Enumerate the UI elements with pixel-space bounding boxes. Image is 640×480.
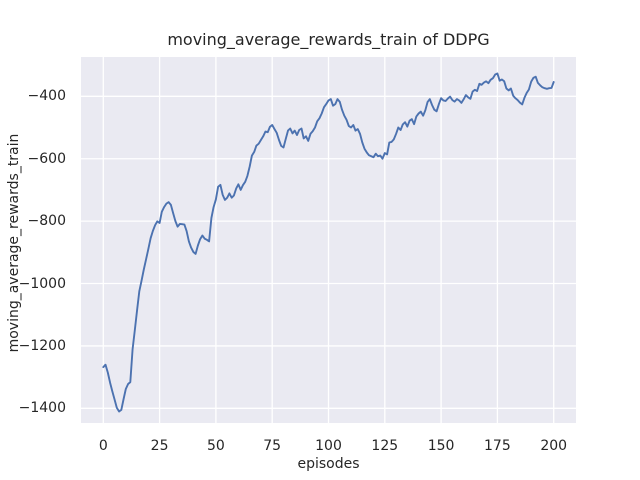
y-tick-label: −1400 [18,400,66,417]
gridlines [81,57,576,423]
y-tick-label: −1200 [18,337,66,354]
x-tick-label: 0 [98,438,108,454]
y-tick-label: −600 [27,150,66,167]
x-tick-label: 25 [150,438,169,454]
y-axis-label: moving_average_rewards_train [6,133,22,353]
chart-title: moving_average_rewards_train of DDPG [167,30,490,49]
x-tick-label: 75 [263,438,282,454]
x-tick-label: 175 [484,438,511,454]
x-axis-label: episodes [297,456,360,472]
x-tick-label: 100 [315,438,342,454]
y-tick-label: −1000 [18,275,66,292]
x-tick-label: 150 [427,438,455,454]
x-tick-label: 50 [206,438,225,454]
x-tick-label: 125 [371,438,399,454]
reward-curve-line [102,72,555,413]
y-tick-label: −800 [27,213,66,230]
y-tick-label: −400 [27,88,66,105]
x-tick-label: 200 [540,438,568,454]
